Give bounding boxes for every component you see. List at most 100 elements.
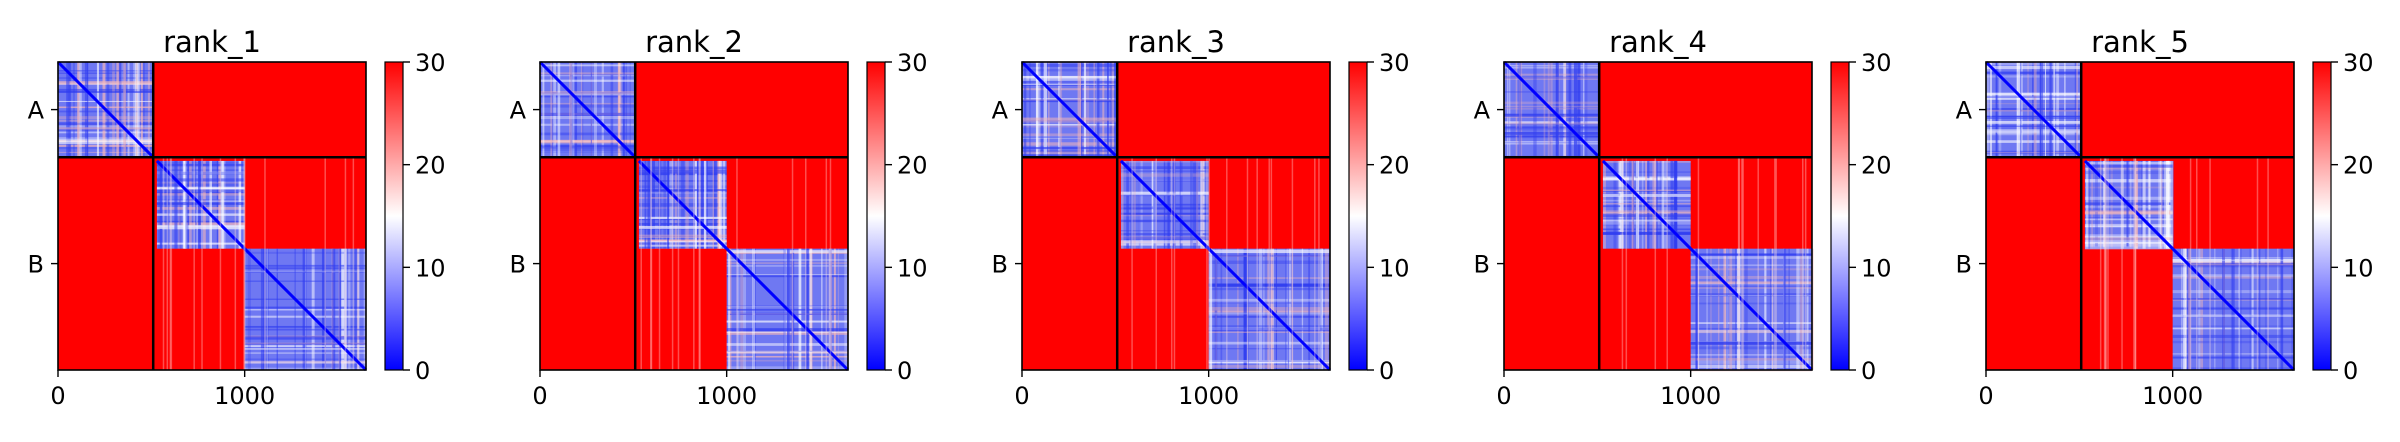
heatmap-stripe: [1723, 248, 1727, 370]
heatmap-stripe: [2172, 325, 2294, 329]
heatmap-stripe: [2076, 62, 2079, 158]
heatmap-stripe: [1120, 193, 1209, 197]
heatmap-stripe: [1504, 127, 1600, 131]
x-tick-label: 1000: [1178, 382, 1239, 410]
heatmap-stripe: [1170, 157, 1173, 370]
colorbar-tick-label: 20: [1379, 152, 1410, 180]
heatmap-stripe: [1196, 160, 1199, 249]
heatmap-stripe: [1120, 173, 1209, 177]
heatmap-stripe: [2172, 264, 2294, 266]
heatmap-stripe: [669, 160, 673, 249]
heatmap-stripe: [1208, 277, 1330, 279]
heatmap-stripe: [1022, 99, 1118, 103]
heatmap-stripe: [1167, 160, 1170, 249]
heatmap-stripe: [2172, 290, 2294, 294]
heatmap-stripe: [2172, 259, 2294, 261]
heatmap-stripe: [1301, 248, 1304, 370]
colorbar-tick-label: 30: [897, 49, 928, 77]
heatmap-stripe: [2039, 62, 2042, 158]
heatmap-stripe: [2099, 157, 2102, 370]
heatmap-diagonal: [725, 247, 850, 372]
heatmap-stripe: [1653, 160, 1658, 249]
heatmap-stripe: [1120, 240, 1209, 243]
heatmap-stripe: [1690, 360, 1812, 364]
heatmap-stripe: [540, 123, 636, 126]
heatmap-stripe: [1208, 327, 1330, 332]
heatmap-stripe: [1022, 120, 1118, 123]
heatmap-stripe: [540, 92, 636, 96]
heatmap-stripe: [1666, 157, 1668, 370]
heatmap-stripe: [1022, 125, 1118, 128]
heatmap-stripe: [590, 62, 592, 158]
heatmap-stripe: [1093, 62, 1096, 158]
heatmap-stripe: [1737, 157, 1740, 370]
colorbar-bar: [384, 61, 404, 371]
heatmap-stripe: [804, 157, 807, 370]
heatmap-stripe: [2103, 157, 2106, 370]
heatmap-stripe: [1664, 160, 1667, 249]
heatmap-stripe: [73, 62, 75, 158]
heatmap-stripe: [1986, 65, 2082, 70]
heatmap-stripe: [1635, 160, 1640, 249]
heatmap-stripe: [1215, 248, 1217, 370]
heatmap-stripe: [2055, 62, 2059, 158]
heatmap-stripe: [244, 325, 366, 328]
heatmap-stripe: [2251, 248, 2254, 370]
heatmap-stripe: [2084, 186, 2173, 189]
heatmap-stripe: [2172, 367, 2294, 370]
y-tick-label: B: [28, 251, 44, 279]
heatmap-stripe: [244, 358, 366, 360]
heatmap-stripe: [2134, 157, 2137, 370]
heatmap: [56, 60, 368, 372]
heatmap-stripe: [2084, 171, 2173, 175]
colorbar-tick-label: 0: [2343, 357, 2358, 385]
heatmap-stripe: [162, 157, 165, 370]
heatmap-stripe: [1725, 248, 1729, 370]
heatmap-stripe: [244, 342, 366, 345]
heatmap-stripe: [1208, 249, 1330, 253]
heatmap-stripe: [540, 72, 636, 75]
heatmap-stripe: [1654, 157, 1657, 370]
heatmap-stripe: [698, 157, 700, 370]
colorbar-bar: [2312, 61, 2332, 371]
heatmap-stripe: [2183, 248, 2187, 370]
heatmap-stripe: [573, 62, 578, 158]
heatmap-stripe: [1690, 268, 1812, 271]
heatmap-stripe: [1628, 160, 1633, 249]
heatmap-stripe: [1038, 62, 1041, 158]
heatmap-stripe: [658, 157, 661, 370]
heatmap-stripe: [2027, 62, 2029, 158]
heatmap-stripe: [1578, 62, 1580, 158]
colorbar-tick-label: 20: [415, 152, 446, 180]
heatmap-stripe: [356, 248, 359, 370]
heatmap-stripe: [2057, 62, 2060, 158]
heatmap-stripe: [1120, 219, 1209, 222]
heatmap-stripe: [2121, 157, 2123, 370]
heatmap-stripe: [1690, 255, 1812, 259]
heatmap-stripe: [58, 88, 154, 93]
colorbar: 0 10 20 30: [384, 49, 446, 385]
heatmap-stripe: [58, 137, 154, 141]
heatmap-stripe: [1690, 341, 1812, 345]
heatmap-stripe: [638, 218, 727, 221]
heatmap-stripe: [1022, 136, 1118, 138]
heatmap-stripe: [1022, 117, 1118, 121]
heatmap-stripe: [156, 192, 245, 196]
heatmap-stripe: [1986, 96, 2082, 98]
heatmap-stripe: [651, 160, 655, 249]
heatmap-stripe: [1802, 248, 1805, 370]
heatmap-stripe: [132, 62, 137, 158]
heatmap-stripe: [1209, 248, 1213, 370]
heatmap-stripe: [170, 157, 173, 370]
heatmap-stripe: [2172, 327, 2294, 330]
heatmap-stripe: [638, 207, 727, 209]
heatmap-stripe: [667, 160, 669, 249]
heatmap-stripe: [1504, 135, 1600, 138]
panel-title: rank_1: [163, 25, 261, 59]
heatmap-stripe: [1602, 210, 1691, 213]
heatmap-stripe: [1193, 160, 1197, 249]
heatmap-stripe: [1179, 160, 1181, 249]
heatmap-stripe: [646, 160, 650, 249]
panel-title: rank_4: [1609, 25, 1707, 59]
